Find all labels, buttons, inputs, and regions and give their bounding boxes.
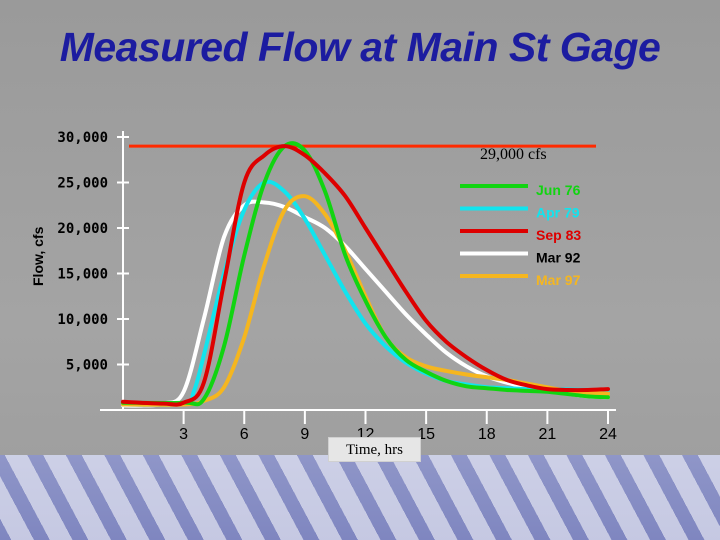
y-tick-label: 25,000: [57, 176, 108, 192]
x-tick-label: 3: [179, 426, 188, 443]
y-tick-label: 10,000: [57, 312, 108, 328]
y-tick-labels: 5,000 10,000 15,000 20,000 25,000 30,000: [57, 130, 108, 374]
x-axis-label: Time, hrs: [328, 437, 421, 462]
x-tick-label: 18: [478, 426, 496, 443]
y-axis-label: Flow, cfs: [30, 226, 46, 286]
legend-label: Apr 79: [536, 205, 580, 221]
x-tick-label: 15: [417, 426, 435, 443]
chart-axes: [100, 131, 616, 424]
y-tick-label: 15,000: [57, 267, 108, 283]
y-tick-label: 5,000: [66, 358, 108, 374]
series-line-jun-76: [121, 141, 610, 407]
y-tick-label: 20,000: [57, 221, 108, 237]
legend-label: Mar 97: [536, 272, 581, 288]
legend-label: Sep 83: [536, 227, 581, 243]
series-group: [121, 141, 610, 408]
legend-label: Mar 92: [536, 250, 581, 266]
chart-title: Measured Flow at Main St Gage: [59, 24, 661, 70]
x-tick-label: 9: [300, 426, 309, 443]
x-tick-label: 24: [599, 426, 617, 443]
legend: Jun 76 Apr 79 Sep 83 Mar 92 Mar 97: [460, 182, 581, 288]
decorative-floor-pattern: [0, 455, 720, 540]
y-tick-label: 30,000: [57, 130, 108, 146]
legend-label: Jun 76: [536, 182, 581, 198]
reference-line-group: 29,000 cfs: [129, 144, 596, 163]
series-line-sep-83: [121, 144, 610, 407]
x-tick-label: 21: [538, 426, 556, 443]
x-tick-label: 6: [240, 426, 249, 443]
reference-line-label: 29,000 cfs: [480, 146, 547, 163]
